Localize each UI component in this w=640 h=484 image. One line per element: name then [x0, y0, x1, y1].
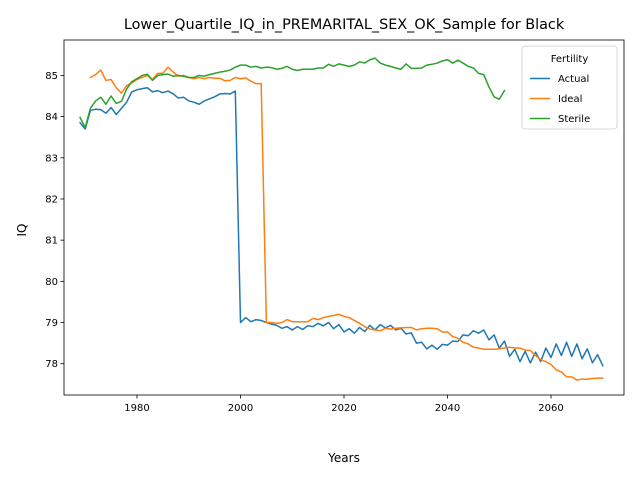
x-tick-label: 2000	[228, 403, 253, 414]
y-tick-label: 84	[45, 112, 58, 123]
y-tick-label: 78	[45, 359, 58, 370]
y-axis-label: IQ	[15, 224, 29, 237]
axes-layer: 1980 2000 2020 2040 2060 78 79 80 81 82 83 84 85	[45, 39, 625, 414]
legend-label-actual: Actual	[558, 74, 589, 85]
series-line-actual	[78, 87, 604, 367]
x-tick-label: 2060	[538, 403, 563, 414]
series-line-sterile	[79, 57, 506, 129]
legend-label-sterile: Sterile	[558, 114, 590, 125]
y-tick-label: 85	[45, 71, 58, 82]
x-axis-label: Years	[327, 451, 360, 465]
legend-title: Fertility	[551, 54, 589, 65]
x-tick-label: 2020	[331, 403, 356, 414]
y-tick-label: 80	[45, 277, 58, 288]
legend-box	[521, 45, 618, 130]
y-tick-label: 83	[45, 153, 58, 164]
x-tick-label: 1980	[124, 403, 149, 414]
series-line-ideal	[89, 66, 604, 381]
x-tick-label: 2040	[435, 403, 460, 414]
y-tick-label: 79	[45, 318, 58, 329]
y-tick-label: 82	[45, 194, 58, 205]
series-layer	[78, 57, 604, 381]
legend: Fertility Actual Ideal Sterile	[521, 45, 618, 130]
chart-title: Lower_Quartile_IQ_in_PREMARITAL_SEX_OK_S…	[124, 17, 565, 33]
y-tick-label: 81	[45, 236, 58, 247]
legend-label-ideal: Ideal	[558, 94, 582, 105]
